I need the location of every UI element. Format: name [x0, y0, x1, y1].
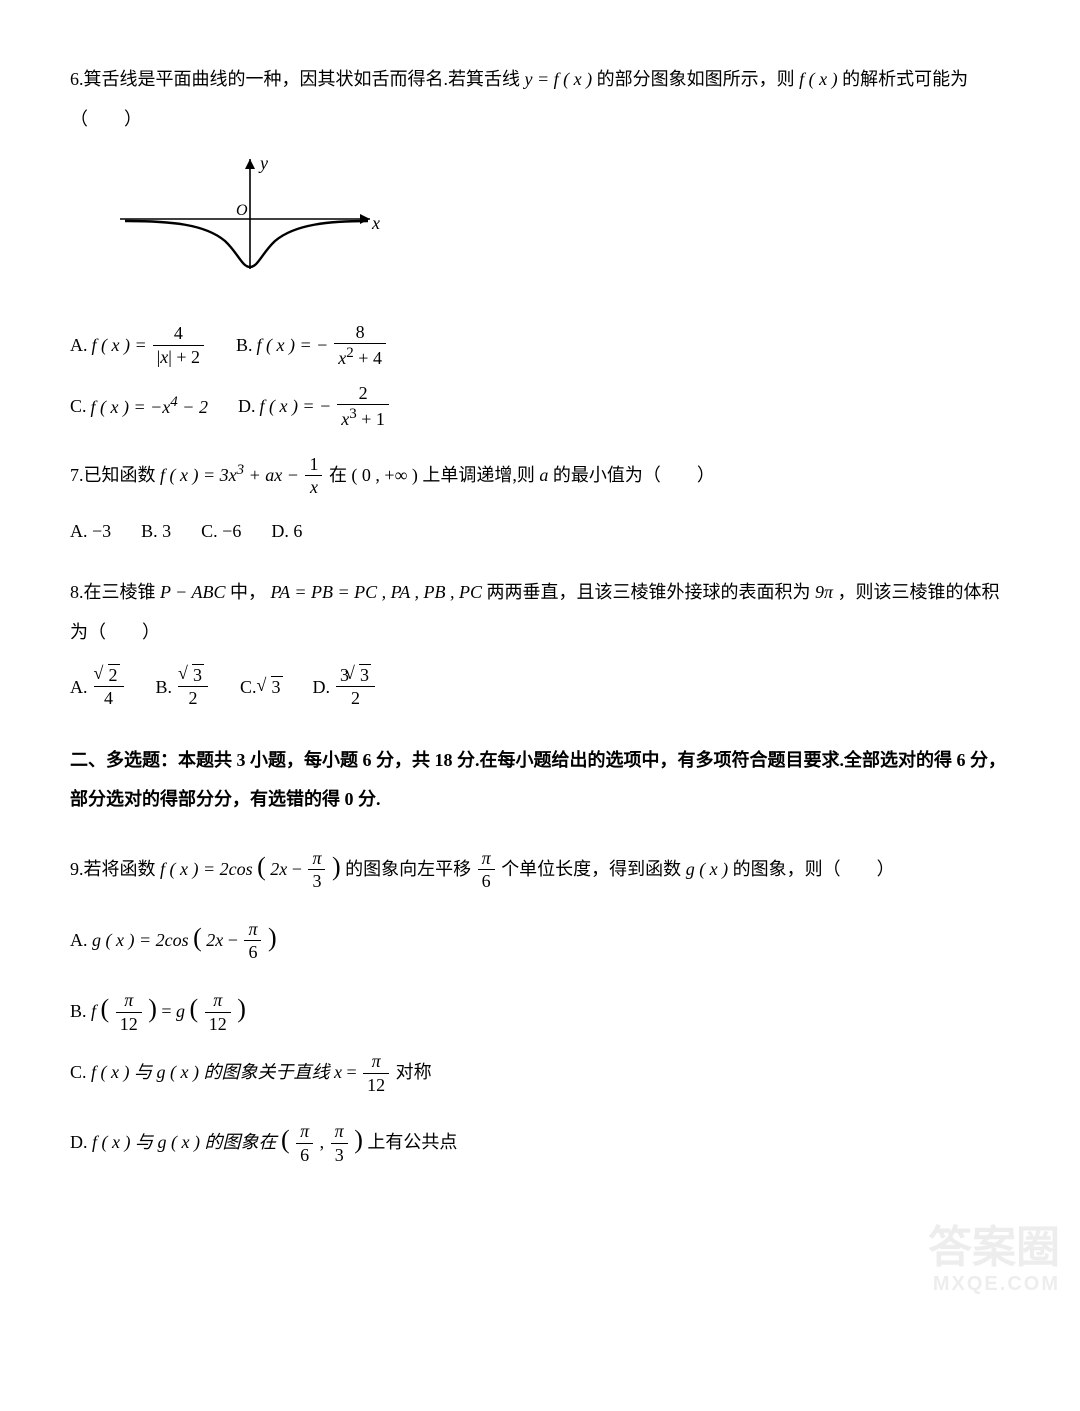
- svg-text:O: O: [236, 202, 248, 219]
- q9-option-b: B. f ( π 12 ) = g ( π 12 ): [70, 980, 1010, 1037]
- q9-option-d: D. f ( x ) 与 g ( x ) 的图象在 ( π 6 , π 3 ) …: [70, 1111, 1010, 1168]
- q7-options: A. −3 B. 3 C. −6 D. 6: [70, 512, 1010, 552]
- q6-fx: f ( x ): [799, 69, 837, 89]
- question-9: 9.若将函数 f ( x ) = 2cos ( 2x − π 3 ) 的图象向左…: [70, 838, 1010, 1169]
- svg-text:x: x: [371, 213, 380, 233]
- q8-options: A. 2 4 B. 3 2 C. 3 D. 33 2: [70, 665, 1010, 711]
- q6-options-row2: C. f ( x ) = −x4 − 2 D. f ( x ) = − 2 x3…: [70, 383, 1010, 432]
- q9-text: 9.若将函数 f ( x ) = 2cos ( 2x − π 3 ) 的图象向左…: [70, 838, 1010, 895]
- section-2-title: 二、多选题：本题共 3 小题，每小题 6 分，共 18 分.在每小题给出的选项中…: [70, 741, 1010, 820]
- q8-text: 8.在三棱锥 P − ABC 中， PA = PB = PC , PA , PB…: [70, 573, 1010, 652]
- q9-option-c: C. f ( x ) 与 g ( x ) 的图象关于直线 x = π 12 对称: [70, 1051, 1010, 1097]
- q8-option-a: A. 2 4: [70, 665, 126, 711]
- q6-options-row1: A. f ( x ) = 4 |x| + 2 B. f ( x ) = − 8 …: [70, 322, 1010, 371]
- q6-pre: 6.箕舌线是平面曲线的一种，因其状如舌而得名.若箕舌线: [70, 69, 525, 89]
- watermark-small: MXQE.COM: [928, 1274, 1060, 1294]
- question-8: 8.在三棱锥 P − ABC 中， PA = PB = PC , PA , PB…: [70, 573, 1010, 710]
- svg-text:y: y: [258, 153, 268, 173]
- q9-option-a: A. g ( x ) = 2cos ( 2x − π 6 ): [70, 909, 1010, 966]
- q7-option-d: D. 6: [271, 512, 302, 552]
- q6-mid: 的部分图象如图所示，则: [597, 69, 800, 89]
- q7-option-b: B. 3: [141, 512, 171, 552]
- q7-option-a: A. −3: [70, 512, 111, 552]
- q6-option-d: D. f ( x ) = − 2 x3 + 1: [238, 383, 391, 432]
- q6-text: 6.箕舌线是平面曲线的一种，因其状如舌而得名.若箕舌线 y = f ( x ) …: [70, 60, 1010, 139]
- q6-graph: y x O: [110, 149, 1010, 304]
- question-7: 7.已知函数 f ( x ) = 3x3 + ax − 1 x 在 ( 0 , …: [70, 454, 1010, 552]
- watermark-big: 答案圈: [928, 1223, 1060, 1272]
- q6-option-b: B. f ( x ) = − 8 x2 + 4: [236, 322, 388, 371]
- q8-option-b: B. 3 2: [156, 665, 211, 711]
- q8-option-d: D. 33 2: [313, 665, 378, 711]
- watermark: 答案圈 MXQE.COM: [928, 1226, 1060, 1294]
- q7-text: 7.已知函数 f ( x ) = 3x3 + ax − 1 x 在 ( 0 , …: [70, 454, 1010, 500]
- q6-option-c: C. f ( x ) = −x4 − 2: [70, 386, 208, 428]
- question-6: 6.箕舌线是平面曲线的一种，因其状如舌而得名.若箕舌线 y = f ( x ) …: [70, 60, 1010, 432]
- q7-option-c: C. −6: [201, 512, 241, 552]
- q9-options: A. g ( x ) = 2cos ( 2x − π 6 ) B. f ( π …: [70, 909, 1010, 1169]
- witch-curve-figure: y x O: [110, 149, 390, 289]
- q6-option-a: A. f ( x ) = 4 |x| + 2: [70, 323, 206, 369]
- q6-eq: y = f ( x ): [525, 69, 593, 89]
- q8-option-c: C. 3: [240, 668, 283, 708]
